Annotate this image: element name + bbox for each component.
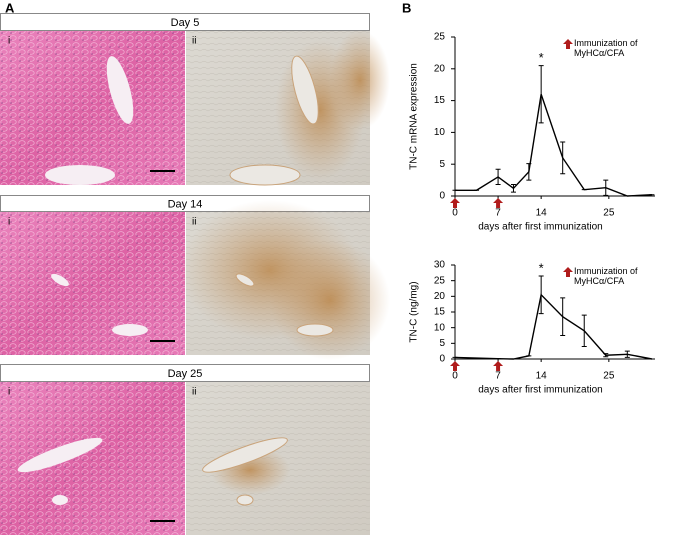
- panel-label: A: [5, 0, 15, 15]
- y-tick-label: 10: [434, 127, 446, 138]
- image-label: i: [8, 387, 10, 398]
- error-bar: [560, 141, 566, 175]
- stain: [330, 30, 390, 130]
- y-axis-label: TN-C mRNA expression: [409, 63, 420, 170]
- immunization-marker: [493, 198, 504, 208]
- vessel: [52, 495, 68, 505]
- legend: Immunization of MyHCα/CFA: [574, 266, 638, 286]
- y-tick-label: 5: [439, 159, 445, 170]
- vessel: [45, 165, 115, 185]
- x-tick-label: 0: [452, 208, 458, 219]
- y-tick-label: 0: [439, 191, 445, 202]
- error-bar: [526, 163, 532, 181]
- vessel: [291, 55, 319, 125]
- he-texture: [0, 212, 185, 355]
- error-bar: [538, 65, 544, 124]
- vessel: [51, 273, 69, 287]
- y-tick-label: 25: [434, 32, 446, 43]
- error-bar: [603, 179, 609, 196]
- vessel: [106, 56, 134, 124]
- x-axis-label: days after first immunization: [478, 385, 603, 396]
- legend-text: Immunization of MyHCα/CFA: [574, 266, 638, 286]
- y-tick-label: 20: [434, 291, 446, 302]
- x-tick-label: 0: [452, 371, 458, 382]
- vessel: [112, 324, 148, 336]
- image-label: i: [8, 36, 10, 47]
- x-axis-label: days after first immunization: [478, 222, 603, 233]
- error-bar: [495, 168, 501, 186]
- error-bar: [603, 353, 609, 358]
- immunization-marker: [493, 361, 504, 371]
- annotation: *: [539, 50, 544, 65]
- y-tick-label: 0: [439, 354, 445, 365]
- legend-text: Immunization of MyHCα/CFA: [574, 38, 638, 58]
- y-tick-label: 15: [434, 95, 446, 106]
- error-bar: [510, 184, 516, 193]
- annotation: *: [539, 260, 544, 275]
- data-line: [454, 293, 653, 360]
- y-tick-label: 30: [434, 260, 446, 271]
- image-label: i: [8, 217, 10, 228]
- he-texture: [0, 31, 185, 185]
- y-tick-label: 5: [439, 338, 445, 349]
- panel-label: B: [402, 0, 411, 15]
- x-tick-label: 25: [603, 371, 615, 382]
- image-label: ii: [192, 387, 196, 398]
- y-tick-label: 15: [434, 307, 446, 318]
- x-tick-label: 25: [603, 208, 615, 219]
- immunization-marker: [450, 198, 460, 208]
- row-title: Day 14: [168, 198, 203, 210]
- data-line: [455, 94, 652, 197]
- vessel: [296, 323, 334, 337]
- vessel: [17, 437, 103, 473]
- vessel: [236, 494, 254, 506]
- x-tick-label: 14: [536, 371, 548, 382]
- stain: [270, 240, 390, 360]
- row-title: Day 25: [168, 368, 203, 380]
- y-tick-label: 20: [434, 63, 446, 74]
- vessel: [229, 164, 301, 186]
- title-box: [0, 364, 370, 382]
- x-tick-label: 14: [536, 208, 548, 219]
- he-texture: [0, 382, 185, 535]
- row-title: Day 5: [171, 17, 200, 29]
- legend-marker: [563, 267, 573, 277]
- legend-marker: [563, 39, 573, 49]
- image-label: ii: [192, 36, 196, 47]
- error-bar: [538, 275, 544, 315]
- y-axis-label: TN-C (ng/mg): [409, 281, 420, 342]
- vessel: [202, 437, 288, 473]
- image-label: ii: [192, 217, 196, 228]
- title-box: [0, 13, 370, 31]
- y-tick-label: 25: [434, 275, 446, 286]
- legend: Immunization of MyHCα/CFA: [574, 38, 638, 58]
- vessel: [235, 273, 255, 287]
- error-bar: [581, 314, 587, 347]
- y-tick-label: 10: [434, 322, 446, 333]
- x-tick-label: 7: [495, 371, 501, 382]
- x-tick-label: 7: [495, 208, 501, 219]
- immunization-marker: [450, 361, 460, 371]
- error-bar: [560, 297, 566, 336]
- error-bar: [624, 350, 630, 358]
